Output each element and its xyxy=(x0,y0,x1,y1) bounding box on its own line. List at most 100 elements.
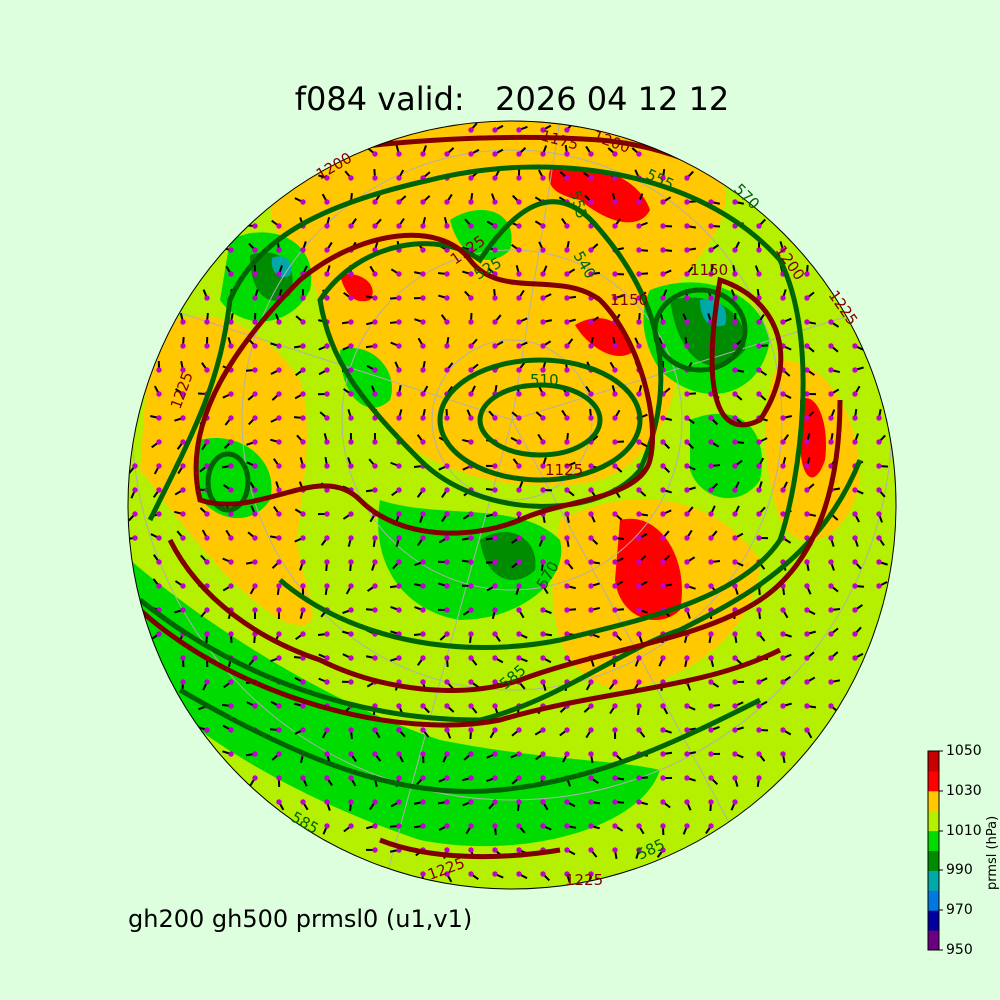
wind-dot xyxy=(324,655,330,661)
wind-dot xyxy=(780,247,786,253)
wind-dot xyxy=(276,319,282,325)
wind-dot xyxy=(708,559,714,565)
wind-dot xyxy=(636,319,642,325)
wind-dot xyxy=(636,727,642,733)
wind-dot xyxy=(588,823,594,829)
wind-dot xyxy=(828,439,834,445)
wind-dot xyxy=(612,511,618,517)
wind-dot xyxy=(324,751,330,757)
wind-dot xyxy=(420,511,426,517)
wind-dot xyxy=(852,367,858,373)
wind-dot xyxy=(396,175,402,181)
wind-dot xyxy=(492,799,498,805)
wind-dot xyxy=(804,655,810,661)
wind-dot xyxy=(372,319,378,325)
wind-dot xyxy=(180,679,186,685)
wind-dot xyxy=(612,343,618,349)
wind-dot xyxy=(564,583,570,589)
wind-dot xyxy=(612,703,618,709)
wind-dot xyxy=(852,439,858,445)
wind-dot xyxy=(468,223,474,229)
wind-dot xyxy=(756,391,762,397)
wind-dot xyxy=(612,727,618,733)
wind-dot xyxy=(876,535,882,541)
wind-dot xyxy=(372,751,378,757)
wind-dot xyxy=(396,751,402,757)
wind-dot xyxy=(180,439,186,445)
wind-dot xyxy=(636,271,642,277)
wind-dot xyxy=(396,319,402,325)
wind-dot xyxy=(684,175,690,181)
wind-dot xyxy=(516,295,522,301)
wind-dot xyxy=(324,223,330,229)
wind-dot xyxy=(444,703,450,709)
wind-dot xyxy=(780,439,786,445)
wind-dot xyxy=(516,223,522,229)
wind-dot xyxy=(588,703,594,709)
wind-dot xyxy=(636,343,642,349)
wind-dot xyxy=(228,631,234,637)
wind-dot xyxy=(348,679,354,685)
wind-dot xyxy=(396,559,402,565)
wind-dot xyxy=(612,295,618,301)
wind-dot xyxy=(636,823,642,829)
wind-dot xyxy=(396,583,402,589)
wind-dot xyxy=(420,367,426,373)
wind-dot xyxy=(564,415,570,421)
wind-dot xyxy=(204,295,210,301)
wind-dot xyxy=(780,655,786,661)
gh500-label: 510 xyxy=(530,371,559,389)
wind-dot xyxy=(540,271,546,277)
wind-dot xyxy=(420,871,426,877)
wind-dot xyxy=(156,463,162,469)
wind-dot xyxy=(588,583,594,589)
wind-dot xyxy=(228,439,234,445)
wind-dot xyxy=(684,319,690,325)
wind-dot xyxy=(420,751,426,757)
wind-dot xyxy=(180,487,186,493)
wind-dot xyxy=(804,295,810,301)
wind-dot xyxy=(348,511,354,517)
wind-dot xyxy=(276,535,282,541)
wind-dot xyxy=(252,223,258,229)
wind-dot xyxy=(396,295,402,301)
wind-dot xyxy=(612,199,618,205)
wind-dot xyxy=(756,463,762,469)
wind-dot xyxy=(492,415,498,421)
wind-dot xyxy=(852,535,858,541)
wind-dot xyxy=(780,727,786,733)
wind-dot xyxy=(372,343,378,349)
wind-dot xyxy=(780,607,786,613)
wind-dot xyxy=(780,487,786,493)
wind-dot xyxy=(732,271,738,277)
wind-dot xyxy=(396,703,402,709)
wind-dot xyxy=(684,607,690,613)
wind-dot xyxy=(348,175,354,181)
wind-dot xyxy=(564,223,570,229)
wind-dot xyxy=(348,223,354,229)
wind-dot xyxy=(444,271,450,277)
wind-dot xyxy=(444,799,450,805)
wind-dot xyxy=(324,463,330,469)
wind-dot xyxy=(324,439,330,445)
wind-dot xyxy=(612,583,618,589)
wind-dot xyxy=(468,607,474,613)
wind-dot xyxy=(324,343,330,349)
wind-dot xyxy=(228,751,234,757)
wind-dot xyxy=(420,295,426,301)
wind-dot xyxy=(852,511,858,517)
wind-dot xyxy=(468,823,474,829)
wind-dot xyxy=(180,415,186,421)
wind-dot xyxy=(300,319,306,325)
wind-dot xyxy=(372,391,378,397)
wind-dot xyxy=(732,367,738,373)
wind-dot xyxy=(252,271,258,277)
wind-dot xyxy=(804,439,810,445)
wind-dot xyxy=(492,775,498,781)
wind-dot xyxy=(468,775,474,781)
wind-dot xyxy=(516,799,522,805)
colorbar-label: prmsl (hPa) xyxy=(985,815,1000,890)
wind-dot xyxy=(660,319,666,325)
wind-dot xyxy=(468,583,474,589)
wind-dot xyxy=(492,679,498,685)
